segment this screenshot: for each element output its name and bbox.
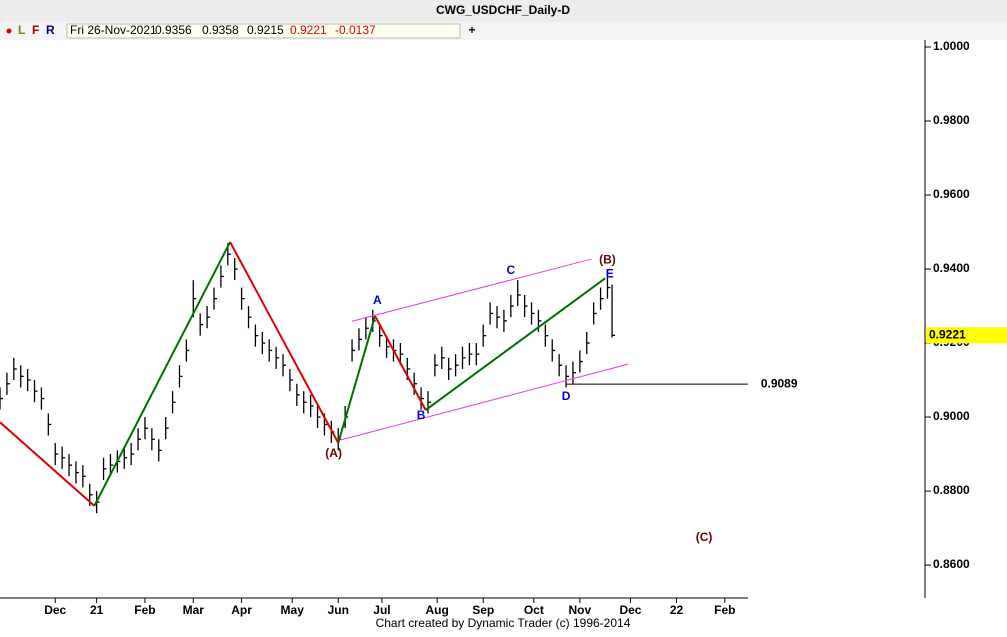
wave-line (229, 241, 340, 444)
x-tick-label: Nov (569, 603, 592, 617)
wave-label: (C) (696, 530, 713, 544)
x-tick-label: Apr (231, 603, 252, 617)
wave-label: (B) (599, 252, 616, 266)
x-tick-label: Jun (328, 603, 349, 617)
y-tick-label: 0.9800 (933, 113, 970, 127)
y-tick-label: 0.9600 (933, 187, 970, 201)
x-tick-label: Dec (44, 603, 66, 617)
wave-label: (A) (325, 446, 342, 460)
wave-line (425, 277, 606, 411)
y-tick-label: 0.9000 (933, 409, 970, 423)
x-tick-label: Oct (524, 603, 544, 617)
x-tick-label: Jul (373, 603, 390, 617)
footer: Chart created by Dynamic Trader (c) 1996… (376, 616, 631, 630)
y-tick-label: 0.8600 (933, 557, 970, 571)
level-label: 0.9089 (761, 376, 798, 390)
add-button[interactable]: + (468, 23, 475, 37)
info-open: 0.9356 (155, 23, 192, 37)
plot-area (0, 40, 925, 598)
y-tick-label: 1.0000 (933, 39, 970, 53)
wave-label: E (606, 266, 614, 280)
x-tick-label: 21 (90, 603, 104, 617)
info-change: -0.0137 (335, 23, 376, 37)
wave-line (374, 315, 427, 411)
x-tick-label: Feb (134, 603, 155, 617)
info-low: 0.9215 (247, 23, 284, 37)
wave-label: A (373, 293, 382, 307)
toolbar-button[interactable]: L (18, 23, 25, 37)
title-bar (0, 0, 1007, 22)
x-tick-label: Dec (619, 603, 641, 617)
info-box (66, 23, 461, 39)
wave-line (93, 241, 231, 507)
info-high: 0.9358 (202, 23, 239, 37)
x-tick-label: 22 (670, 603, 684, 617)
x-tick-label: May (281, 603, 305, 617)
status-dot (6, 28, 12, 34)
y-tick-label: 0.9400 (933, 261, 970, 275)
x-tick-label: Sep (472, 603, 494, 617)
channel-line (340, 363, 629, 441)
info-close: 0.9221 (290, 23, 327, 37)
wave-label: C (506, 263, 515, 277)
wave-line (0, 421, 96, 507)
y-tick-label: 0.8800 (933, 483, 970, 497)
x-tick-label: Aug (426, 603, 449, 617)
channel-line (351, 258, 592, 322)
info-date: Fri 26-Nov-2021 (70, 23, 157, 37)
toolbar-button[interactable]: F (32, 23, 39, 37)
x-tick-label: Mar (183, 603, 205, 617)
chart-title: CWG_USDCHF_Daily-D (436, 3, 570, 17)
wave-line (337, 315, 377, 444)
wave-label: D (562, 389, 571, 403)
last-price-label: 0.9221 (929, 327, 966, 341)
wave-label: B (417, 408, 426, 422)
toolbar-button[interactable]: R (46, 23, 55, 37)
x-tick-label: Feb (714, 603, 735, 617)
last-price-box (926, 327, 1007, 344)
